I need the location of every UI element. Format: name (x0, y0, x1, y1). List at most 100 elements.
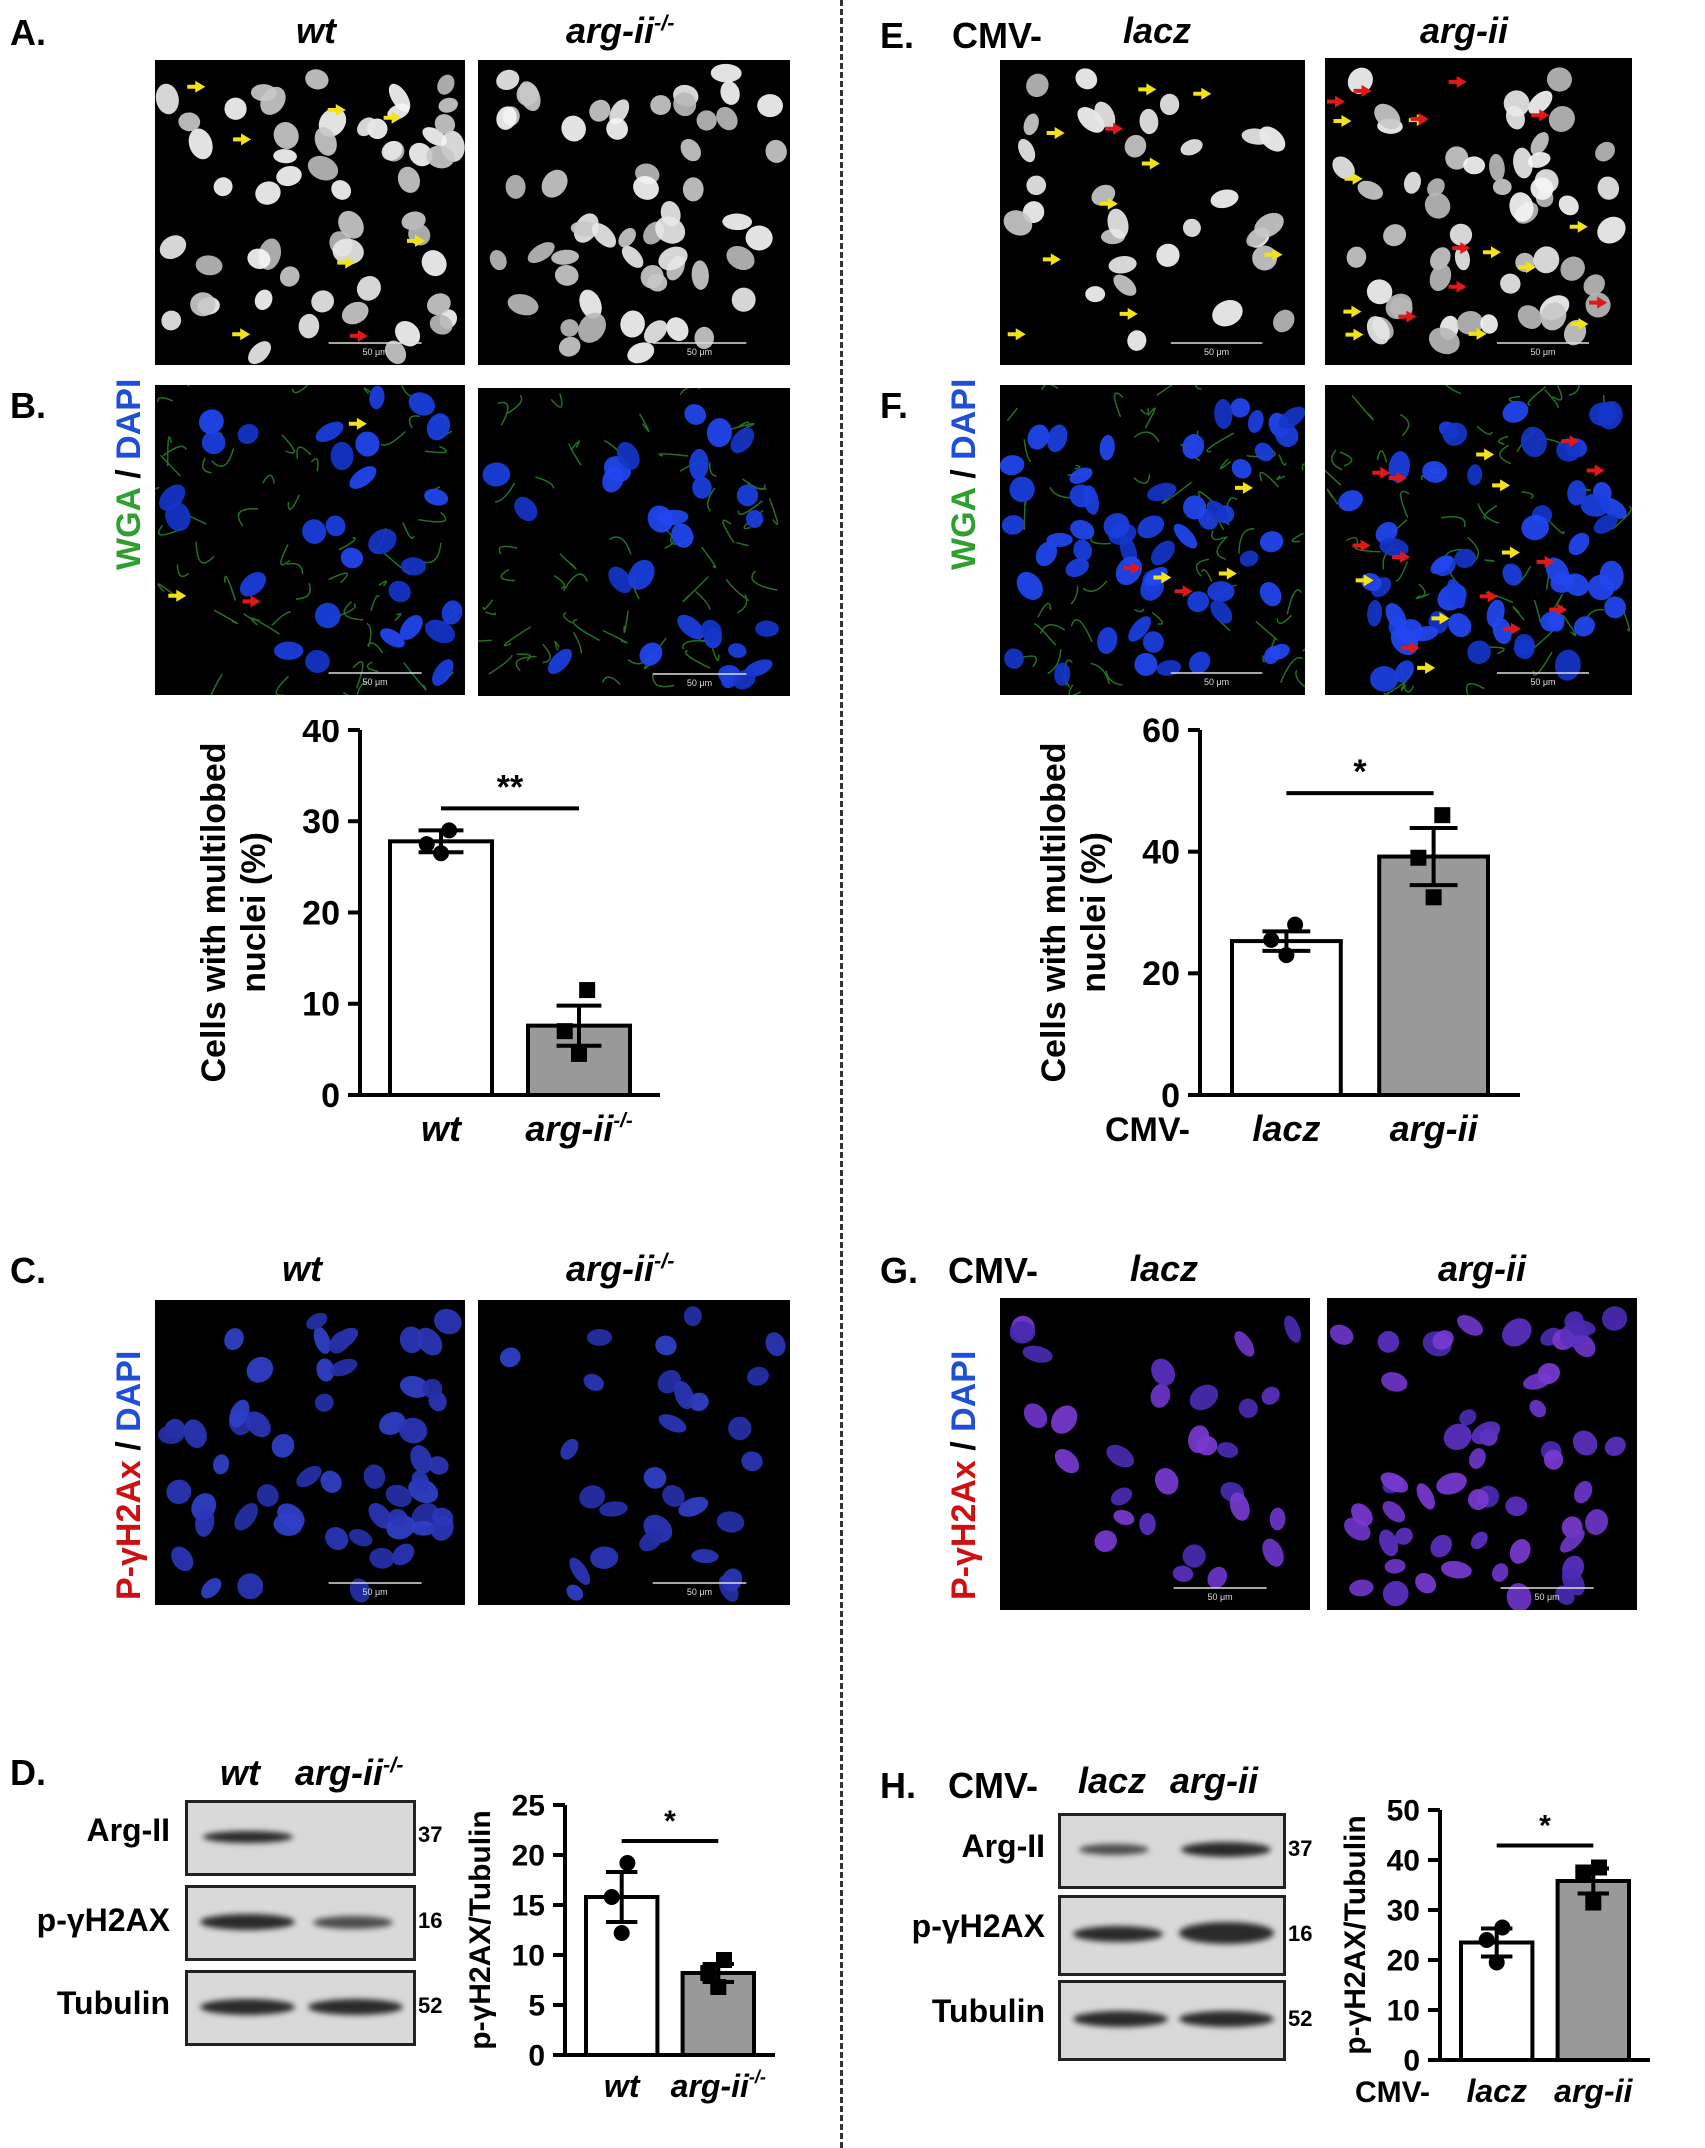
blot-d-row-tubulin: Tubulin (56, 1985, 170, 2021)
significance-label: ** (497, 768, 524, 806)
y-tick-label: 0 (321, 1077, 340, 1115)
panel-d-knockout-label: arg-ii-/- (295, 1752, 404, 1793)
data-point (613, 1925, 630, 1941)
y-tick-label: 40 (1142, 834, 1180, 872)
data-point (700, 1965, 717, 1981)
panel-g-lacz-label: lacz (1130, 1248, 1199, 1289)
y-tick-label: 40 (1387, 1845, 1420, 1878)
y-tick-label: 20 (1387, 1945, 1420, 1978)
y-tick-label: 15 (512, 1890, 545, 1923)
scale-bar-label: 50 μm (687, 347, 712, 357)
x-tick-label: lacz (1252, 1108, 1320, 1149)
chart-b: 0 10 20 30 40 Cells with multilobed nuclei (%)… (195, 720, 660, 1149)
data-point (441, 822, 458, 839)
panel-h-arg2-label: arg-ii (1170, 1760, 1259, 1801)
micrograph-g-arg2: 50 μm (1327, 1298, 1637, 1610)
y-tick-label: 20 (302, 894, 340, 932)
y-tick-label: 25 (512, 1790, 545, 1823)
panel-e-letter: E. (880, 15, 915, 56)
scale-bar-label: 50 μm (1534, 1592, 1559, 1602)
y-axis-label-2: nuclei (%) (235, 832, 273, 993)
panel-g-arg2-label: arg-ii (1438, 1248, 1527, 1289)
mw-h-16: 16 (1288, 1921, 1313, 1946)
y-axis-label: Cells with multilobed (1035, 742, 1073, 1082)
micrograph-b-wt: 50 μm (155, 385, 465, 695)
mw-h-52: 52 (1288, 2006, 1313, 2031)
scale-bar-label: 50 μm (362, 347, 387, 357)
x-tick-label: wt (421, 1108, 463, 1149)
mw-d-37: 37 (418, 1822, 443, 1847)
y-tick-label: 20 (1142, 955, 1180, 993)
micrograph-c-knockout: 50 μm (478, 1300, 790, 1605)
blot-d-arg2 (185, 1800, 416, 1876)
mw-d-52: 52 (418, 1993, 443, 2018)
data-point (1585, 1894, 1602, 1911)
y-tick-label: 20 (512, 1840, 545, 1873)
blot-d-ph2ax (185, 1885, 416, 1961)
y-tick-label: 10 (302, 986, 340, 1024)
panel-c-letter: C. (10, 1250, 46, 1291)
micrograph-f-arg2: 50 μm (1325, 385, 1632, 695)
panel-d-wt-label: wt (220, 1752, 260, 1793)
data-point (619, 1855, 636, 1871)
y-tick-label: 30 (1387, 1895, 1420, 1928)
y-axis-label: Cells with multilobed (195, 742, 233, 1082)
panel-h-lacz-label: lacz (1078, 1760, 1147, 1801)
panel-f-stain-label: WGA / DAPI (945, 378, 983, 570)
panel-c-stain-label: P-γH2Ax / DAPI (110, 1350, 148, 1600)
blot-h-row-arg2: Arg-II (961, 1828, 1045, 1864)
panel-e-arg2-label: arg-ii (1420, 10, 1509, 51)
data-point (1410, 849, 1427, 866)
x-tick-label: arg-ii-/- (525, 1108, 632, 1149)
scale-bar-label: 50 μm (1204, 677, 1229, 687)
data-point (1287, 916, 1304, 933)
x-tick-label: arg-ii (1390, 1108, 1479, 1149)
mw-d-16: 16 (418, 1908, 443, 1933)
micrograph-c-wt: 50 μm (155, 1300, 465, 1605)
significance-label: * (1353, 753, 1367, 791)
chart-f: 0 20 40 60 Cells with multilobed nuclei (%) la… (1035, 712, 1520, 1149)
scale-bar-label: 50 μm (1530, 677, 1555, 687)
blot-h-tubulin (1058, 1980, 1286, 2061)
panel-h-prefix: CMV- (948, 1765, 1038, 1806)
scale-bar-label: 50 μm (362, 1587, 387, 1597)
data-point (579, 982, 596, 999)
panel-e-lacz-label: lacz (1123, 10, 1192, 51)
x-tick-label: wt (604, 2068, 641, 2104)
data-point (418, 836, 435, 853)
panel-b-letter: B. (10, 385, 46, 426)
scale-bar-label: 50 μm (1530, 347, 1555, 357)
y-axis-label-2: nuclei (%) (1075, 832, 1113, 993)
data-point (1488, 1954, 1505, 1971)
data-point (1575, 1864, 1592, 1881)
data-point (716, 1952, 733, 1968)
y-tick-label: 30 (302, 803, 340, 841)
data-point (556, 1023, 573, 1040)
significance-label: * (1539, 1810, 1551, 1843)
y-tick-label: 5 (528, 1990, 545, 2023)
micrograph-b-knockout: 50 μm (478, 388, 790, 696)
bar (388, 839, 494, 1097)
micrograph-e-lacz: 50 μm (1000, 60, 1305, 365)
panel-g-prefix: CMV- (948, 1250, 1038, 1291)
panel-f-letter: F. (880, 385, 909, 426)
bar (1230, 939, 1343, 1097)
micrograph-a-knockout: 50 μm (478, 60, 790, 365)
panel-c-knockout-label: arg-ii-/- (566, 1248, 675, 1289)
data-point (1278, 947, 1295, 964)
panel-g-stain-label: P-γH2Ax / DAPI (945, 1350, 983, 1600)
panel-a-knockout-label: arg-ii-/- (566, 10, 675, 51)
chart-h: 0 10 20 30 40 50 p-γH2AX/Tubulin lacz arg-ii CMV-… (1340, 1795, 1650, 2109)
micrograph-a-wt: 50 μm (155, 60, 465, 365)
scale-bar-label: 50 μm (1204, 347, 1229, 357)
data-point (1263, 931, 1280, 948)
panel-g-letter: G. (880, 1250, 919, 1291)
panel-e-prefix: CMV- (952, 15, 1042, 56)
blot-d-row-arg2: Arg-II (86, 1812, 170, 1848)
blot-d-row-ph2ax: p-γH2AX (36, 1902, 170, 1938)
data-point (1434, 807, 1451, 824)
panel-h-letter: H. (880, 1765, 916, 1806)
x-tick-label: arg-ii-/- (671, 2067, 766, 2104)
significance-label: * (664, 1805, 676, 1838)
data-point (603, 1889, 620, 1905)
